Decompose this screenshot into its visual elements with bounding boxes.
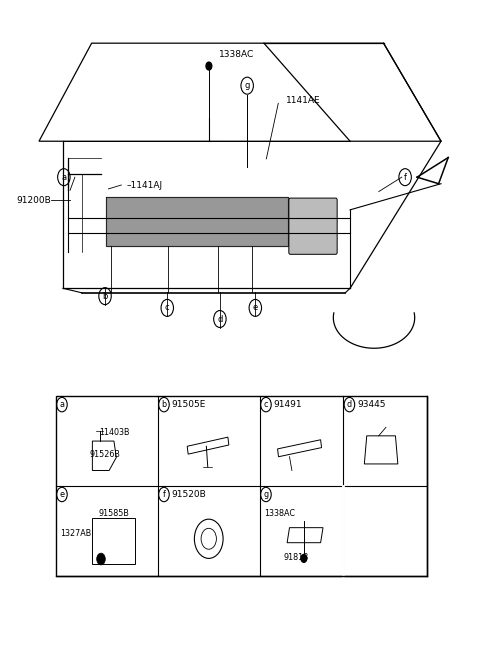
Text: 93445: 93445: [357, 400, 385, 409]
Text: 91520B: 91520B: [172, 490, 206, 499]
Text: a: a: [61, 173, 66, 181]
Text: 11403B: 11403B: [99, 428, 129, 437]
Text: c: c: [165, 303, 169, 312]
Text: 91200B: 91200B: [16, 196, 51, 204]
Text: f: f: [163, 490, 166, 499]
Text: 91526B: 91526B: [89, 451, 120, 459]
Text: –1141AJ: –1141AJ: [126, 181, 162, 189]
Text: c: c: [264, 400, 268, 409]
Text: g: g: [264, 490, 268, 499]
Polygon shape: [106, 196, 288, 246]
Text: b: b: [102, 291, 108, 301]
Text: e: e: [60, 490, 64, 499]
Text: 1141AE: 1141AE: [286, 96, 320, 105]
Text: e: e: [252, 303, 258, 312]
Text: g: g: [244, 81, 250, 90]
Text: 91505E: 91505E: [172, 400, 206, 409]
FancyBboxPatch shape: [289, 198, 337, 254]
Text: 1338AC: 1338AC: [264, 509, 296, 518]
Text: 91585B: 91585B: [99, 509, 130, 518]
Text: f: f: [404, 173, 407, 181]
Text: 91491: 91491: [274, 400, 302, 409]
Text: 1327AB: 1327AB: [60, 529, 92, 538]
Circle shape: [96, 553, 105, 565]
Circle shape: [301, 555, 307, 562]
Text: d: d: [217, 314, 223, 324]
Text: b: b: [161, 400, 167, 409]
Text: a: a: [60, 400, 64, 409]
Text: 1338AC: 1338AC: [218, 50, 254, 59]
Text: d: d: [347, 400, 352, 409]
Text: 91818: 91818: [284, 553, 309, 563]
Circle shape: [206, 62, 212, 70]
